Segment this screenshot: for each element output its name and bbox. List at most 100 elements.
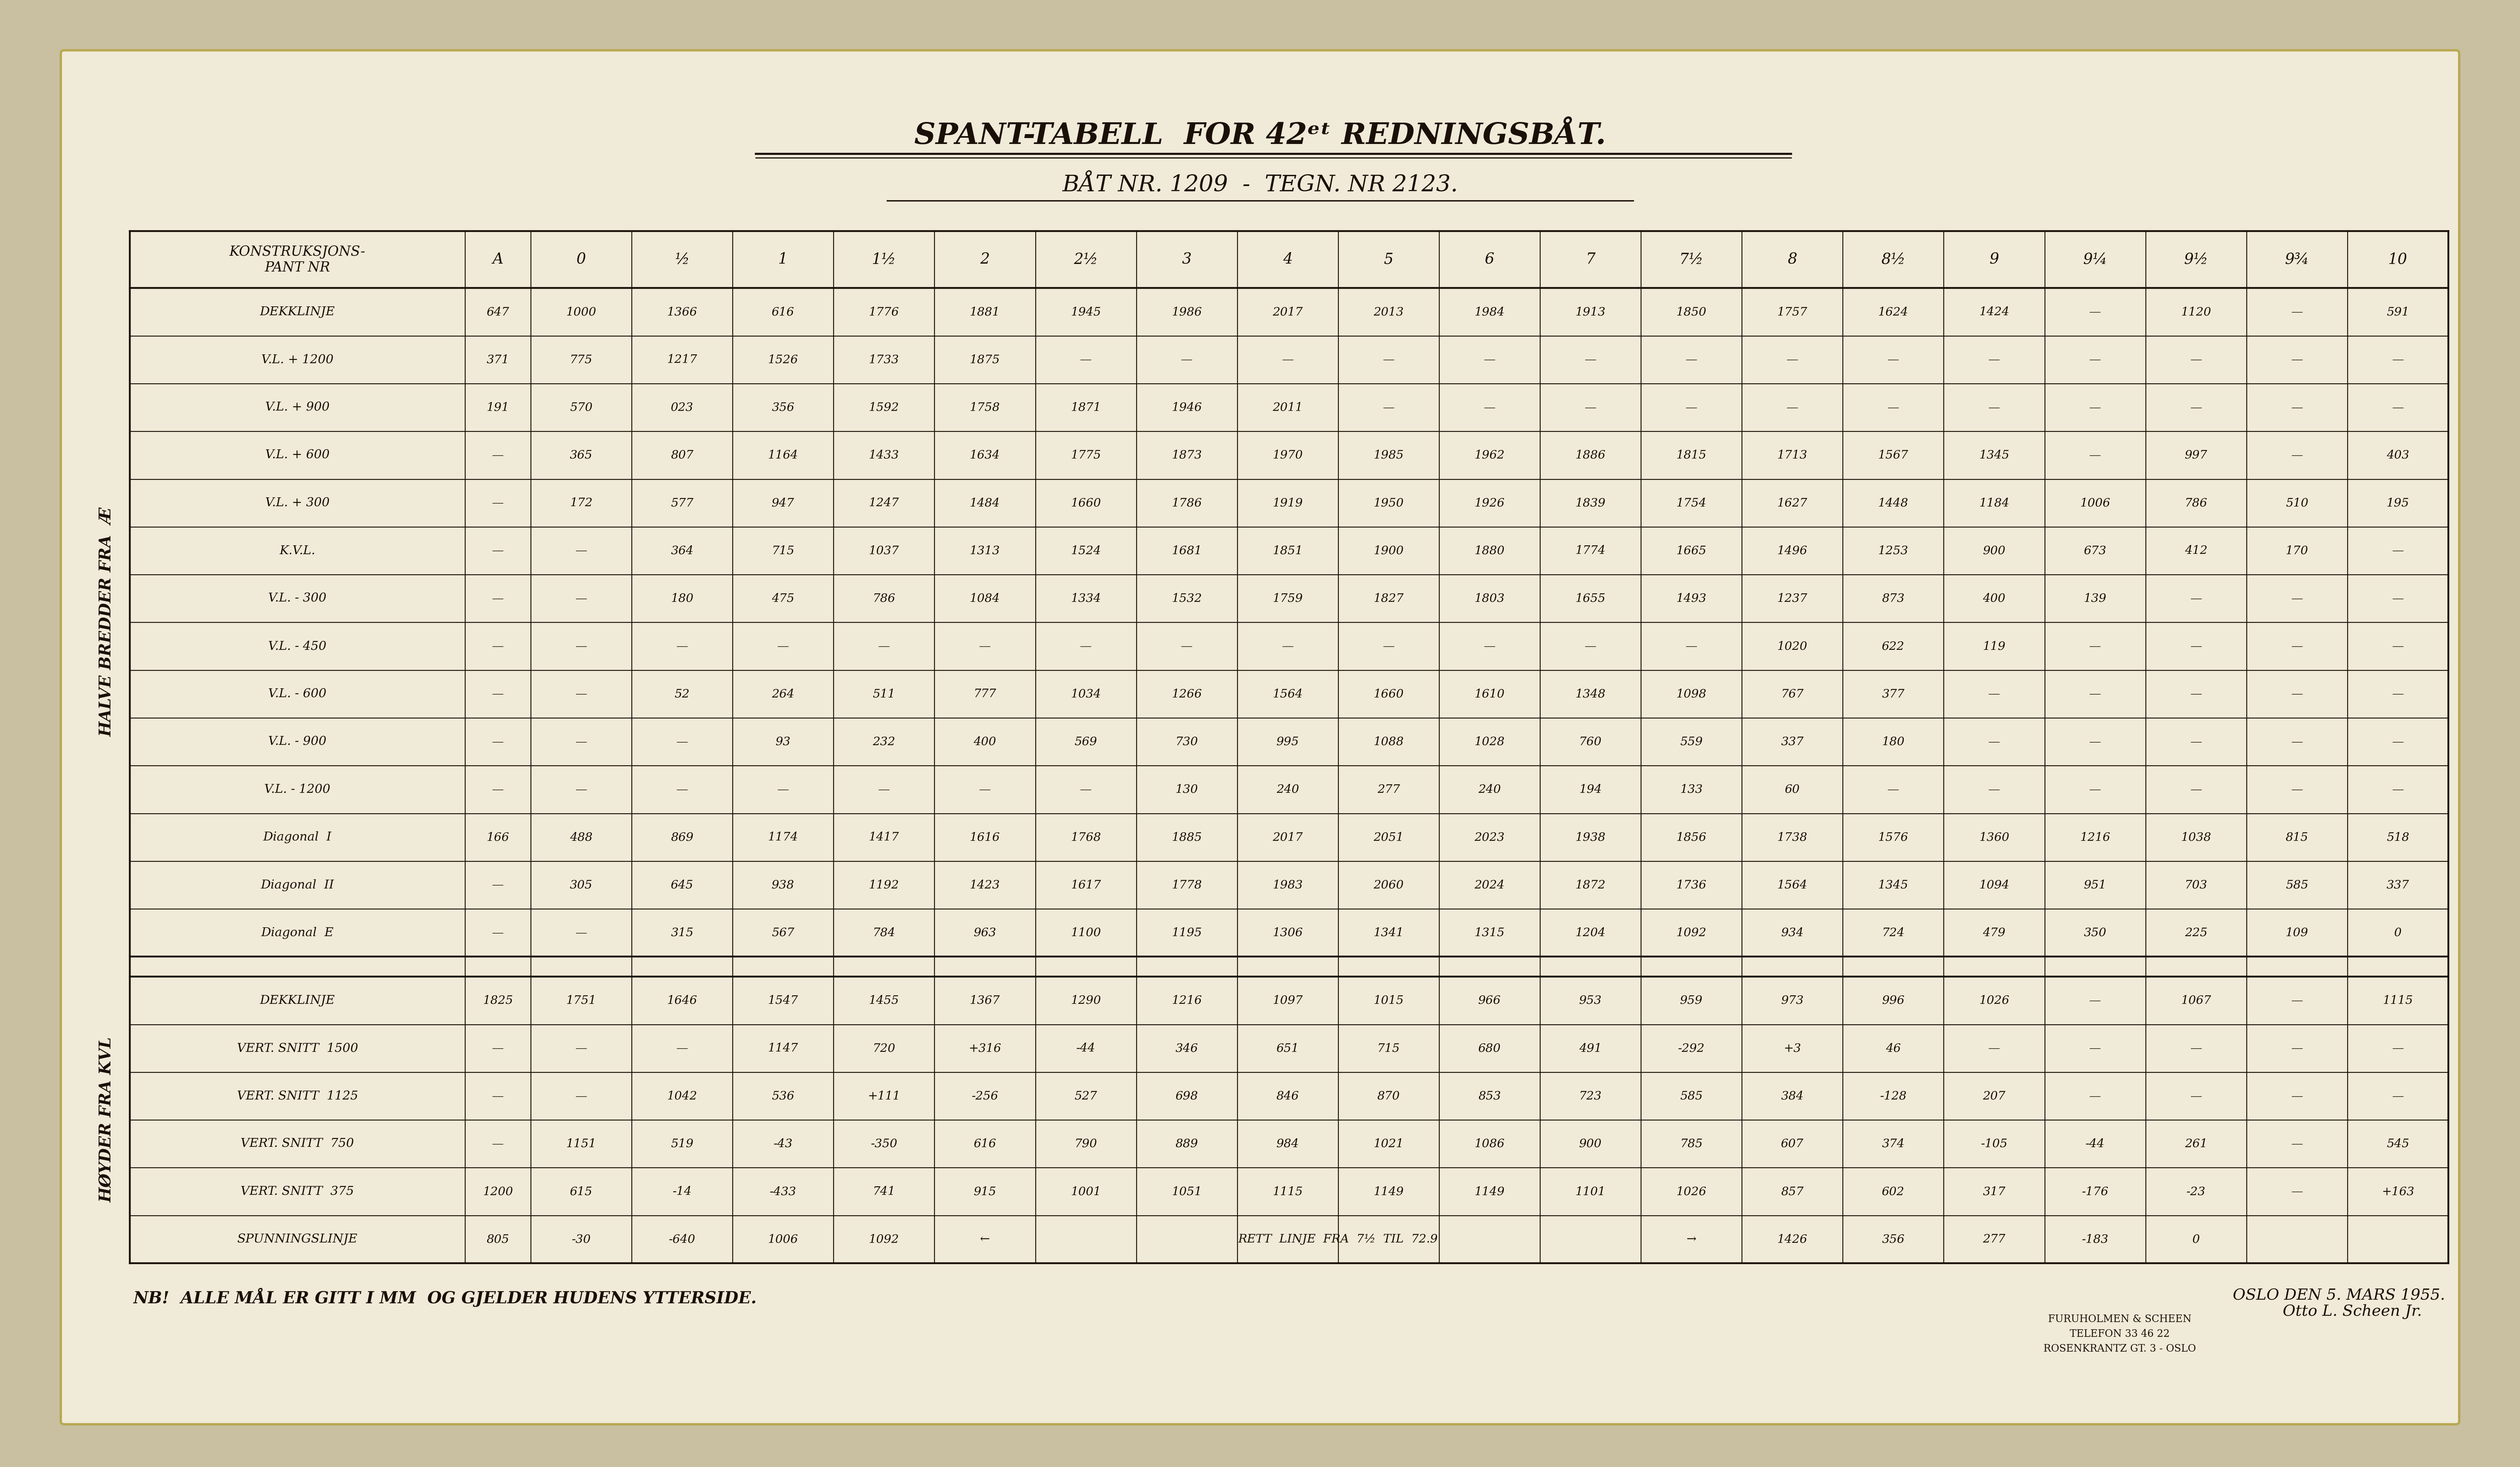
Text: 8: 8 <box>1787 252 1797 267</box>
Text: 518: 518 <box>2386 832 2409 844</box>
Text: 1945: 1945 <box>1071 307 1101 317</box>
Text: -176: -176 <box>2082 1185 2109 1197</box>
Text: 615: 615 <box>570 1185 592 1197</box>
Text: —: — <box>2190 688 2202 700</box>
Text: —: — <box>2089 1090 2102 1102</box>
Text: 966: 966 <box>1479 995 1502 1006</box>
Text: 2024: 2024 <box>1474 879 1504 890</box>
Text: 1616: 1616 <box>970 832 1000 844</box>
Text: 364: 364 <box>670 546 693 556</box>
Text: 1026: 1026 <box>1978 995 2008 1006</box>
Text: Diagonal  I: Diagonal I <box>262 832 333 844</box>
Text: 1778: 1778 <box>1172 879 1202 890</box>
Text: OSLO DEN 5. MARS 1955.: OSLO DEN 5. MARS 1955. <box>2233 1288 2444 1303</box>
Text: 1768: 1768 <box>1071 832 1101 844</box>
Text: 0: 0 <box>2394 927 2402 939</box>
Text: —: — <box>2089 307 2102 317</box>
Text: —: — <box>1887 402 1900 414</box>
Text: -128: -128 <box>1880 1090 1908 1102</box>
Text: —: — <box>491 497 504 509</box>
Text: 1564: 1564 <box>1273 688 1303 700</box>
Text: 1426: 1426 <box>1777 1234 1807 1245</box>
Text: 479: 479 <box>1983 927 2006 939</box>
Text: —: — <box>491 449 504 461</box>
Text: -30: -30 <box>572 1234 590 1245</box>
Text: 777: 777 <box>973 688 995 700</box>
Text: 337: 337 <box>1782 736 1804 747</box>
Text: 1913: 1913 <box>1575 307 1605 317</box>
Text: —: — <box>1383 354 1394 365</box>
Text: +316: +316 <box>968 1043 1000 1053</box>
Text: K.V.L.: K.V.L. <box>280 544 315 556</box>
Text: 1455: 1455 <box>869 995 900 1006</box>
Text: 1576: 1576 <box>1877 832 1908 844</box>
Text: VERT. SNITT  375: VERT. SNITT 375 <box>242 1185 355 1197</box>
Text: 1738: 1738 <box>1777 832 1807 844</box>
Text: —: — <box>2089 402 2102 414</box>
Text: V.L. + 900: V.L. + 900 <box>265 402 330 414</box>
Text: SPUNNINGSLINJE: SPUNNINGSLINJE <box>237 1234 358 1245</box>
Text: —: — <box>1182 354 1192 365</box>
Text: 1970: 1970 <box>1273 449 1303 461</box>
Text: —: — <box>1988 688 2001 700</box>
Text: 1237: 1237 <box>1777 593 1807 604</box>
Text: 527: 527 <box>1074 1090 1096 1102</box>
Text: 1147: 1147 <box>769 1043 799 1053</box>
Text: Otto L. Scheen Jr.: Otto L. Scheen Jr. <box>2283 1304 2422 1319</box>
Text: —: — <box>2391 546 2404 556</box>
Text: 1: 1 <box>779 252 789 267</box>
Text: —: — <box>1585 354 1595 365</box>
Text: 1547: 1547 <box>769 995 799 1006</box>
Text: 3: 3 <box>1182 252 1192 267</box>
Text: 240: 240 <box>1275 783 1298 795</box>
Text: 194: 194 <box>1580 783 1603 795</box>
Text: 1592: 1592 <box>869 402 900 414</box>
Text: —: — <box>575 736 587 747</box>
Text: —: — <box>2291 354 2303 365</box>
Text: 1758: 1758 <box>970 402 1000 414</box>
Text: —: — <box>2190 1090 2202 1102</box>
Text: 52: 52 <box>675 688 690 700</box>
Text: 1660: 1660 <box>1071 497 1101 509</box>
Text: —: — <box>1887 783 1900 795</box>
Text: 1092: 1092 <box>1676 927 1706 939</box>
Text: —: — <box>1081 354 1091 365</box>
Text: —: — <box>575 1043 587 1053</box>
Text: 1655: 1655 <box>1575 593 1605 604</box>
Text: —: — <box>1383 402 1394 414</box>
Text: —: — <box>2391 783 2404 795</box>
Text: 585: 585 <box>2286 879 2308 890</box>
Text: V.L. - 1200: V.L. - 1200 <box>265 783 330 795</box>
Text: 1986: 1986 <box>1172 307 1202 317</box>
Text: —: — <box>2291 402 2303 414</box>
Text: 559: 559 <box>1681 736 1704 747</box>
Text: 622: 622 <box>1882 641 1905 651</box>
Text: V.L. - 450: V.L. - 450 <box>267 640 328 653</box>
Text: —: — <box>2291 995 2303 1006</box>
Text: V.L. - 600: V.L. - 600 <box>267 688 328 700</box>
Text: —: — <box>491 641 504 651</box>
Text: 1496: 1496 <box>1777 546 1807 556</box>
Text: —: — <box>2291 593 2303 604</box>
Text: 1006: 1006 <box>2079 497 2109 509</box>
Text: 953: 953 <box>1580 995 1603 1006</box>
Text: Diagonal  E: Diagonal E <box>262 927 333 939</box>
Text: 2051: 2051 <box>1373 832 1404 844</box>
Text: 915: 915 <box>973 1185 995 1197</box>
Text: 315: 315 <box>670 927 693 939</box>
Text: —: — <box>2391 593 2404 604</box>
Text: —: — <box>491 688 504 700</box>
Text: 1880: 1880 <box>1474 546 1504 556</box>
Text: 1086: 1086 <box>1474 1138 1504 1150</box>
Text: —: — <box>2291 688 2303 700</box>
Text: 785: 785 <box>1681 1138 1704 1150</box>
Text: 1216: 1216 <box>1172 995 1202 1006</box>
Text: 1028: 1028 <box>1474 736 1504 747</box>
Text: —: — <box>2291 449 2303 461</box>
Text: 180: 180 <box>1882 736 1905 747</box>
Text: KONSTRUKSJONS-
PANT NR: KONSTRUKSJONS- PANT NR <box>229 245 365 274</box>
Text: 1774: 1774 <box>1575 546 1605 556</box>
Text: —: — <box>491 1090 504 1102</box>
Text: 1001: 1001 <box>1071 1185 1101 1197</box>
Text: —: — <box>1283 354 1293 365</box>
